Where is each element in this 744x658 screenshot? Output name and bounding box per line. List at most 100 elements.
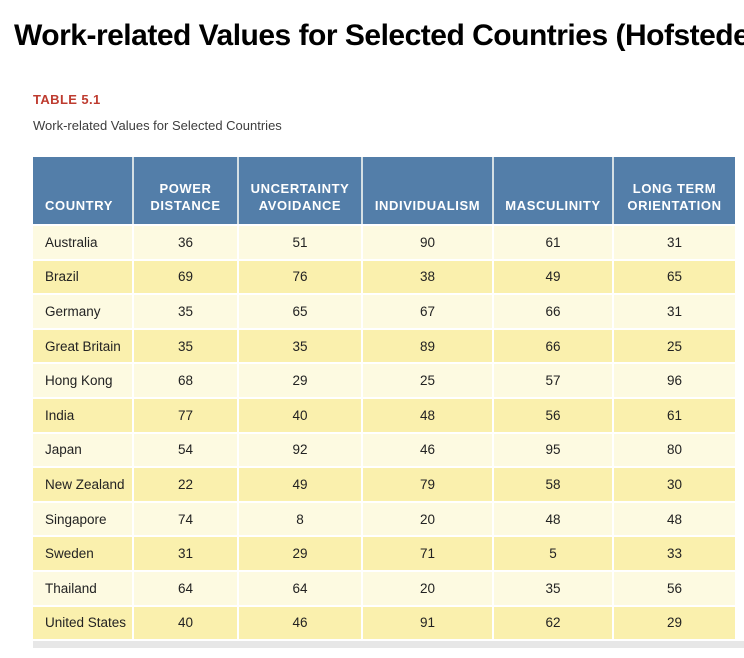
value-cell: 74 <box>132 501 238 538</box>
table-row: Japan 54 92 46 95 80 <box>33 432 735 469</box>
slide: Work-related Values for Selected Countri… <box>0 16 744 649</box>
table-row: Great Britain 35 35 89 66 25 <box>33 328 735 365</box>
table-row: Singapore 74 8 20 48 48 <box>33 501 735 538</box>
value-cell: 61 <box>492 225 613 261</box>
table-row: Australia 36 51 90 61 31 <box>33 225 735 261</box>
value-cell: 67 <box>361 294 493 330</box>
value-cell: 56 <box>492 397 613 434</box>
value-cell: 62 <box>492 605 613 642</box>
value-cell: 54 <box>132 432 238 469</box>
page-title: Work-related Values for Selected Countri… <box>14 19 744 52</box>
country-cell: Australia <box>33 225 133 261</box>
value-cell: 79 <box>361 467 493 503</box>
country-cell: Japan <box>33 432 133 469</box>
value-cell: 35 <box>492 570 613 607</box>
value-cell: 29 <box>612 605 735 642</box>
value-cell: 46 <box>361 432 493 469</box>
value-cell: 61 <box>612 397 735 434</box>
country-cell: Germany <box>33 294 133 330</box>
column-header-uncertainty-avoidance: UNCERTAINTY AVOIDANCE <box>237 157 362 226</box>
column-header-country: COUNTRY <box>33 157 133 226</box>
value-cell: 64 <box>132 570 238 607</box>
country-cell: Singapore <box>33 501 133 538</box>
value-cell: 46 <box>237 605 362 642</box>
country-cell: Great Britain <box>33 328 133 365</box>
value-cell: 8 <box>237 501 362 538</box>
value-cell: 65 <box>237 294 362 330</box>
value-cell: 49 <box>492 259 613 296</box>
table-row: Sweden 31 29 71 5 33 <box>33 536 735 572</box>
value-cell: 29 <box>237 363 362 399</box>
table-row: Thailand 64 64 20 35 56 <box>33 570 735 607</box>
value-cell: 89 <box>361 328 493 365</box>
value-cell: 66 <box>492 294 613 330</box>
table-label: TABLE 5.1 <box>33 92 101 107</box>
value-cell: 64 <box>237 570 362 607</box>
table-row: Germany 35 65 67 66 31 <box>33 294 735 330</box>
value-cell: 56 <box>612 570 735 607</box>
value-cell: 95 <box>492 432 613 469</box>
value-cell: 65 <box>612 259 735 296</box>
value-cell: 92 <box>237 432 362 469</box>
value-cell: 58 <box>492 467 613 503</box>
table-header-row: COUNTRY POWER DISTANCE UNCERTAINTY AVOIDAN… <box>33 157 735 226</box>
value-cell: 66 <box>492 328 613 365</box>
column-header-individualism: INDIVIDUALISM <box>361 157 493 226</box>
hofstede-values-table: COUNTRY POWER DISTANCE UNCERTAINTY AVOIDAN… <box>33 157 735 642</box>
value-cell: 29 <box>237 536 362 572</box>
value-cell: 71 <box>361 536 493 572</box>
table-caption: Work-related Values for Selected Countri… <box>33 118 282 133</box>
value-cell: 49 <box>237 467 362 503</box>
table-row: Hong Kong 68 29 25 57 96 <box>33 363 735 399</box>
value-cell: 48 <box>612 501 735 538</box>
table-row: India 77 40 48 56 61 <box>33 397 735 434</box>
value-cell: 20 <box>361 570 493 607</box>
table-row: Brazil 69 76 38 49 65 <box>33 259 735 296</box>
value-cell: 35 <box>132 328 238 365</box>
value-cell: 48 <box>492 501 613 538</box>
country-cell: Hong Kong <box>33 363 133 399</box>
value-cell: 5 <box>492 536 613 572</box>
value-cell: 48 <box>361 397 493 434</box>
value-cell: 35 <box>237 328 362 365</box>
value-cell: 25 <box>612 328 735 365</box>
value-cell: 90 <box>361 225 493 261</box>
value-cell: 20 <box>361 501 493 538</box>
bottom-shadow-bar <box>33 641 744 649</box>
value-cell: 31 <box>612 225 735 261</box>
country-cell: Thailand <box>33 570 133 607</box>
value-cell: 68 <box>132 363 238 399</box>
value-cell: 91 <box>361 605 493 642</box>
value-cell: 76 <box>237 259 362 296</box>
country-cell: United States <box>33 605 133 642</box>
value-cell: 57 <box>492 363 613 399</box>
table-header: COUNTRY POWER DISTANCE UNCERTAINTY AVOIDAN… <box>33 157 735 226</box>
value-cell: 22 <box>132 467 238 503</box>
value-cell: 36 <box>132 225 238 261</box>
value-cell: 33 <box>612 536 735 572</box>
value-cell: 77 <box>132 397 238 434</box>
value-cell: 31 <box>612 294 735 330</box>
value-cell: 35 <box>132 294 238 330</box>
table-figure: TABLE 5.1 Work-related Values for Select… <box>33 92 744 649</box>
value-cell: 51 <box>237 225 362 261</box>
value-cell: 25 <box>361 363 493 399</box>
value-cell: 69 <box>132 259 238 296</box>
column-header-power-distance: POWER DISTANCE <box>132 157 238 226</box>
country-cell: Sweden <box>33 536 133 572</box>
value-cell: 80 <box>612 432 735 469</box>
table-body: Australia 36 51 90 61 31 Brazil 69 76 38 49 65 Germa… <box>33 225 735 642</box>
table-row: United States 40 46 91 62 29 <box>33 605 735 642</box>
value-cell: 31 <box>132 536 238 572</box>
value-cell: 38 <box>361 259 493 296</box>
value-cell: 40 <box>237 397 362 434</box>
value-cell: 40 <box>132 605 238 642</box>
value-cell: 30 <box>612 467 735 503</box>
column-header-long-term-orientation: LONG TERM ORIENTATION <box>612 157 735 226</box>
table-row: New Zealand 22 49 79 58 30 <box>33 467 735 503</box>
value-cell: 96 <box>612 363 735 399</box>
country-cell: India <box>33 397 133 434</box>
country-cell: New Zealand <box>33 467 133 503</box>
column-header-masculinity: MASCULINITY <box>492 157 613 226</box>
country-cell: Brazil <box>33 259 133 296</box>
